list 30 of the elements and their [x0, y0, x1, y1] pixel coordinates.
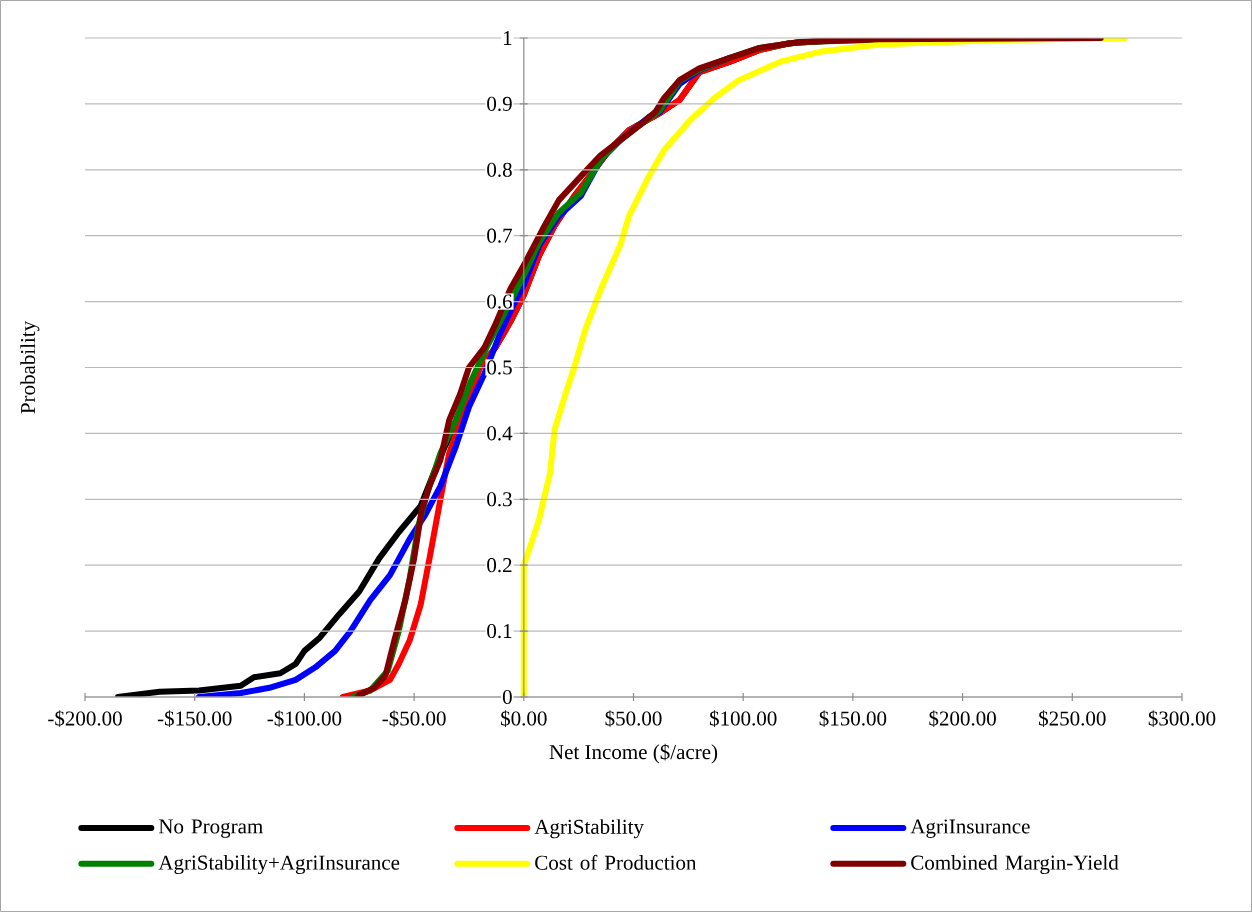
y-tick-label: 1 [503, 31, 512, 45]
legend-label: AgriStability+AgriInsurance [158, 854, 400, 875]
x-tick-label: $150.00 [819, 710, 887, 727]
x-axis-title: Net Income ($/acre) [549, 743, 718, 764]
x-tick-label: -$50.00 [382, 710, 446, 727]
x-tick-label: $250.00 [1039, 710, 1106, 727]
y-tick-label: 0.3 [487, 492, 512, 507]
y-axis-title: Probability [20, 320, 40, 414]
legend-label: Combined Margin-Yield [911, 854, 1119, 875]
x-tick-label: -$150.00 [157, 710, 232, 727]
x-tick-label: $300.00 [1148, 710, 1216, 727]
x-tick-label: -$200.00 [48, 710, 122, 727]
y-tick-label: 0.5 [487, 360, 512, 375]
y-tick-label: 0.2 [487, 558, 512, 573]
y-tick-label: 0.8 [487, 162, 512, 177]
x-tick-label: $50.00 [605, 710, 662, 727]
y-tick-label: 0.9 [487, 96, 512, 112]
y-tick-label: 0.6 [487, 294, 512, 309]
legend-label: Cost of Production [535, 854, 697, 870]
x-tick-label: -$100.00 [267, 710, 342, 727]
y-tick-label: 0.1 [487, 623, 512, 639]
y-tick-label: 0.4 [487, 426, 513, 441]
x-tick-label: $0.00 [501, 710, 547, 727]
legend-label: AgriInsurance [910, 819, 1030, 838]
legend-label: AgriStability [534, 819, 644, 839]
y-tick-label: 0 [502, 689, 512, 705]
y-tick-label: 0.7 [487, 228, 512, 243]
x-tick-label: $100.00 [709, 710, 777, 727]
legend-label: No Program [158, 819, 263, 838]
x-tick-label: $200.00 [929, 710, 996, 727]
